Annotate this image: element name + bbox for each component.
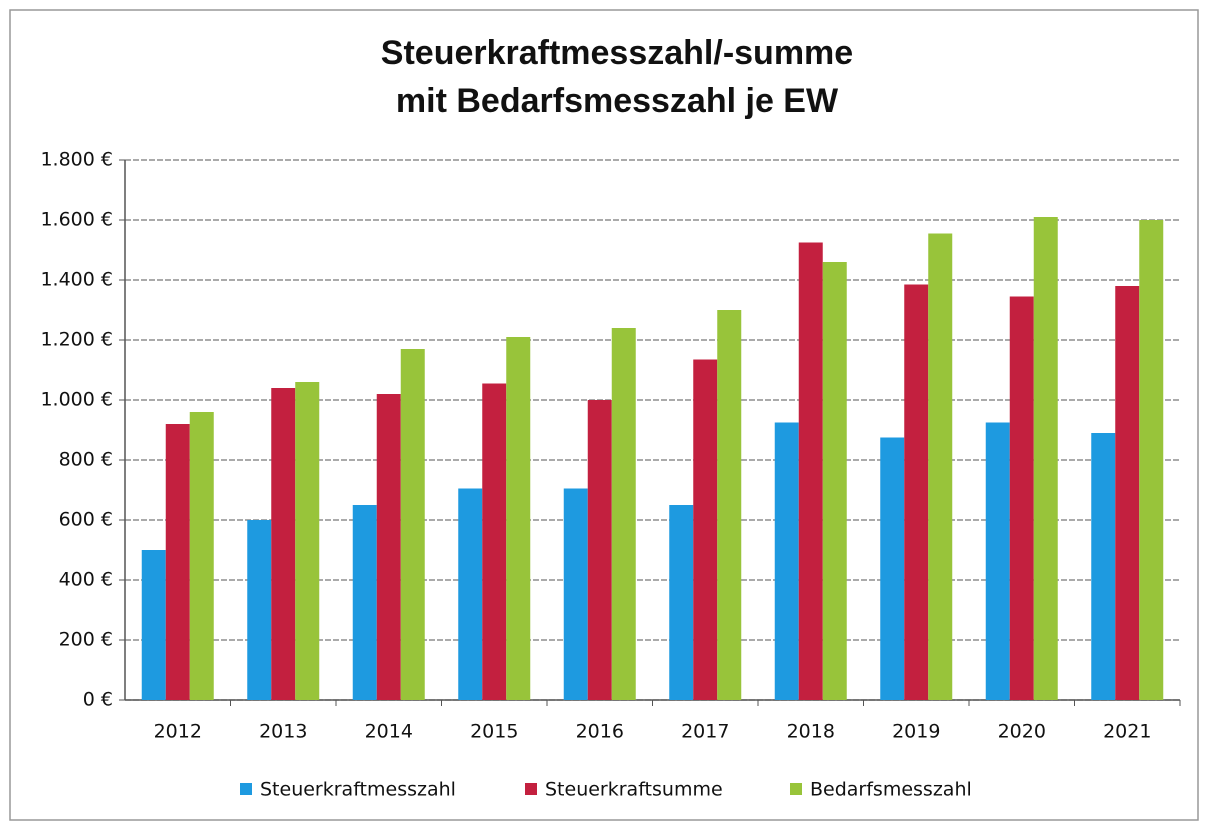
y-tick-label: 0 € (83, 689, 113, 711)
bar (141, 550, 166, 700)
x-tick-label: 2015 (470, 721, 518, 743)
bar (693, 359, 718, 700)
x-tick-label: 2014 (365, 721, 413, 743)
bar (563, 488, 588, 700)
bar (587, 400, 612, 700)
bar (798, 242, 823, 700)
bar (1139, 220, 1164, 700)
bar (189, 412, 214, 700)
bar (928, 233, 953, 700)
bar (352, 505, 377, 700)
bar (1091, 433, 1116, 700)
y-tick-label: 1.400 € (40, 269, 113, 291)
bar (458, 488, 483, 700)
x-tick-label: 2021 (1103, 721, 1151, 743)
y-tick-label: 200 € (59, 629, 113, 651)
legend-swatch (525, 783, 537, 795)
y-tick-label: 400 € (59, 569, 113, 591)
bar (904, 284, 929, 700)
bar (717, 310, 742, 700)
chart-title: Steuerkraftmesszahl/-summe (381, 34, 853, 72)
bar (271, 388, 296, 700)
chart-title: mit Bedarfsmesszahl je EW (396, 82, 839, 120)
y-tick-label: 1.800 € (40, 149, 113, 171)
bar (295, 382, 320, 700)
legend-swatch (240, 783, 252, 795)
bar (506, 337, 531, 700)
legend-label: Steuerkraftsumme (545, 779, 723, 801)
legend-swatch (790, 783, 802, 795)
x-tick-label: 2020 (998, 721, 1046, 743)
y-tick-label: 1.200 € (40, 329, 113, 351)
y-tick-label: 1.600 € (40, 209, 113, 231)
bar (1033, 217, 1058, 700)
bar (165, 424, 190, 700)
bar (611, 328, 636, 700)
bar (822, 262, 847, 700)
x-tick-label: 2018 (787, 721, 835, 743)
bar (1009, 296, 1034, 700)
bar (669, 505, 694, 700)
x-tick-label: 2016 (576, 721, 624, 743)
bar (1115, 286, 1140, 700)
bar (774, 422, 799, 700)
y-tick-label: 1.000 € (40, 389, 113, 411)
legend-label: Bedarfsmesszahl (810, 779, 972, 801)
y-tick-label: 800 € (59, 449, 113, 471)
x-tick-label: 2017 (681, 721, 729, 743)
legend-label: Steuerkraftmesszahl (260, 779, 456, 801)
x-tick-label: 2019 (892, 721, 940, 743)
x-tick-label: 2013 (259, 721, 307, 743)
bar (482, 383, 507, 700)
bar (880, 437, 905, 700)
x-tick-label: 2012 (154, 721, 202, 743)
bar (376, 394, 401, 700)
bar (247, 520, 272, 700)
bar (400, 349, 425, 700)
bar (985, 422, 1010, 700)
y-tick-label: 600 € (59, 509, 113, 531)
